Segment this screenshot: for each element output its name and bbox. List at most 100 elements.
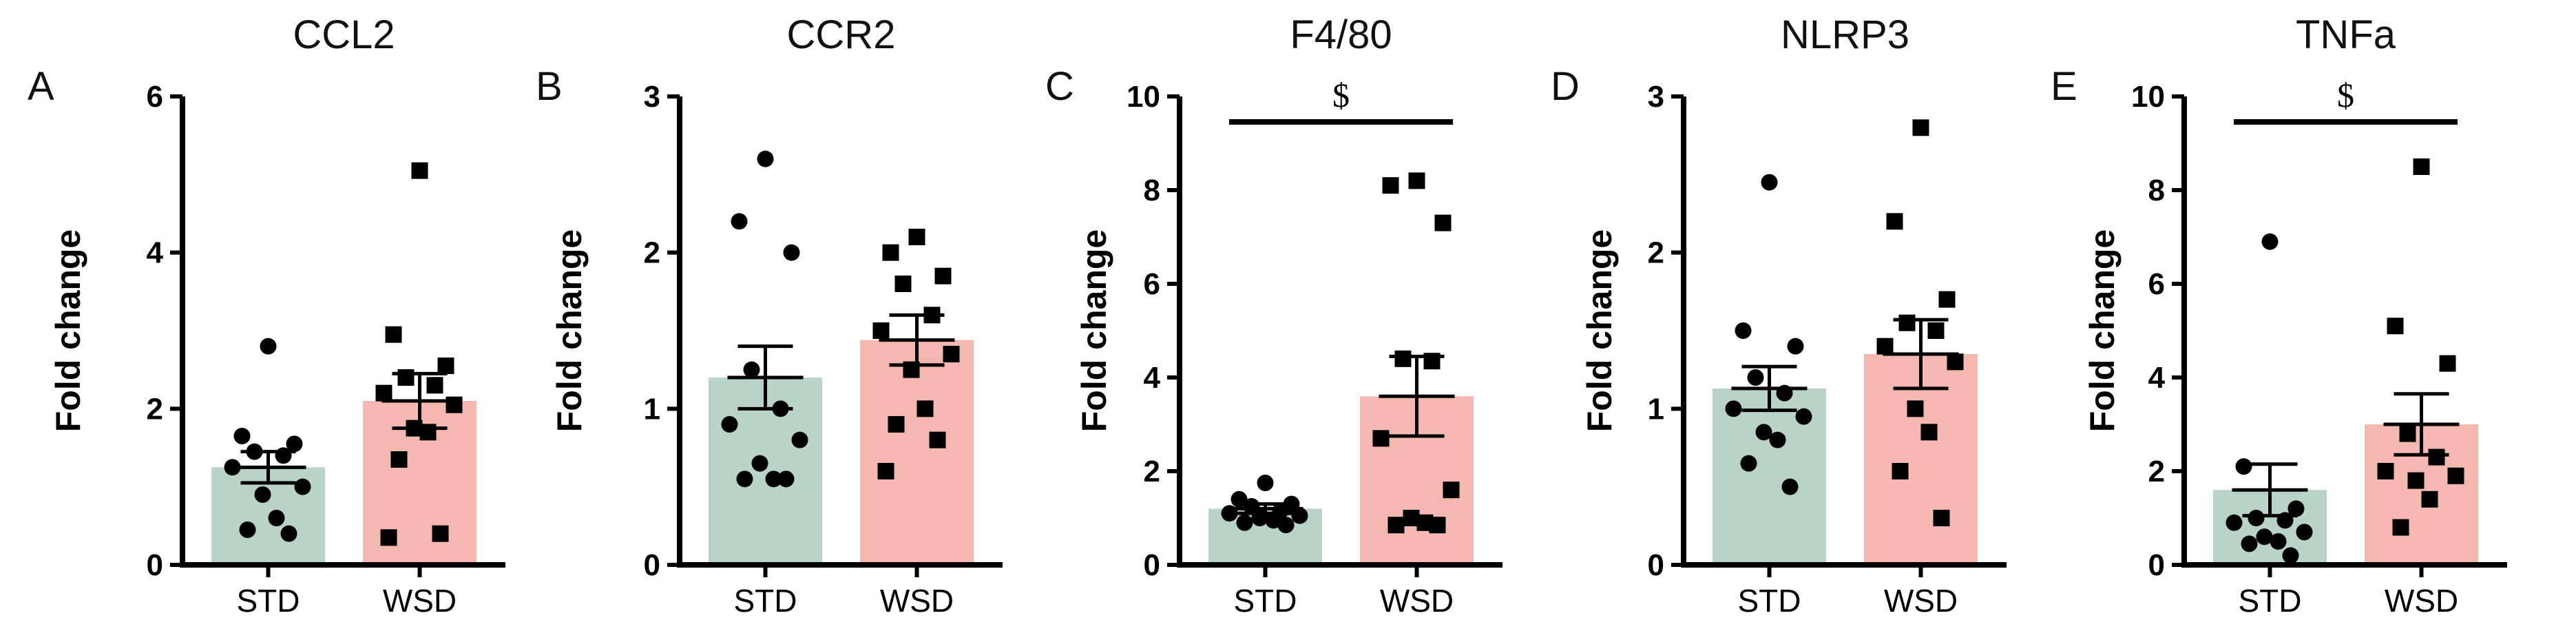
panel-b: B CCR2 Fold change 0 1 2 3 STD WSD	[536, 12, 1003, 619]
chart-title: TNFa	[2296, 12, 2396, 57]
data-point-wsd	[872, 322, 890, 339]
data-point-std	[1781, 478, 1799, 495]
data-point-std	[286, 435, 303, 453]
y-axis-label: Fold change	[2083, 229, 2122, 432]
data-point-wsd	[1912, 119, 1929, 136]
data-point-std	[1735, 322, 1752, 339]
significance-label: $	[2337, 76, 2354, 114]
y-tick-label: 3	[1648, 80, 1664, 114]
data-point-std	[743, 361, 760, 378]
data-point-wsd	[2428, 448, 2445, 466]
data-point-std	[2226, 514, 2243, 531]
y-tick-label: 4	[147, 236, 164, 270]
error-bar-wsd	[879, 313, 955, 367]
significance-label: $	[1332, 76, 1350, 114]
data-point-std	[239, 521, 256, 538]
data-point-wsd	[419, 424, 437, 441]
x-tick-label-wsd: WSD	[2385, 583, 2458, 619]
data-point-std	[2261, 233, 2279, 250]
data-point-std	[1740, 455, 1757, 472]
error-bar-std	[230, 450, 306, 485]
data-point-std	[1277, 517, 1295, 534]
data-point-wsd	[1907, 400, 1924, 417]
data-point-std	[2270, 533, 2287, 550]
x-tick-label-wsd: WSD	[383, 583, 457, 619]
data-point-wsd	[2447, 467, 2464, 484]
data-point-wsd	[380, 529, 397, 546]
data-point-wsd	[2387, 318, 2404, 335]
data-point-std	[280, 525, 297, 542]
data-point-std	[2282, 547, 2299, 564]
error-bar-std	[2232, 462, 2308, 518]
x-tick-label-std: STD	[237, 583, 300, 619]
data-point-std	[1257, 475, 1274, 491]
data-point-wsd	[1443, 482, 1460, 499]
x-tick-label-wsd: WSD	[1380, 583, 1454, 619]
chart-title: F4/80	[1290, 12, 1392, 57]
data-point-wsd	[432, 525, 449, 542]
data-point-std	[751, 455, 768, 472]
data-point-wsd	[375, 384, 392, 402]
data-point-std	[1236, 514, 1253, 531]
panel-e: E TNFa Fold change 0 2 4 6 8 10 STD WSD $	[2051, 12, 2507, 619]
chart-title: CCL2	[293, 12, 395, 57]
y-tick-label: 0	[2148, 548, 2165, 582]
y-tick-label: 6	[2148, 267, 2165, 301]
error-bar-wsd	[1379, 354, 1455, 438]
data-point-wsd	[2407, 472, 2425, 489]
y-tick-label: 2	[2148, 455, 2165, 488]
data-point-wsd	[917, 400, 934, 417]
data-point-std	[2287, 500, 2305, 517]
data-point-wsd	[2421, 490, 2438, 508]
error-bar-std	[727, 344, 804, 411]
data-point-wsd	[1898, 314, 1916, 331]
data-point-wsd	[894, 276, 912, 292]
data-point-wsd	[1933, 510, 1950, 526]
data-point-std	[791, 431, 808, 448]
data-point-wsd	[1429, 517, 1446, 534]
data-point-wsd	[1408, 172, 1425, 189]
data-point-wsd	[934, 267, 952, 285]
panel-letter: E	[2051, 64, 2077, 109]
panel-d: D NLRP3 Fold change 0 1 2 3 STD WSD	[1551, 12, 2007, 619]
data-point-std	[2241, 535, 2258, 552]
significance-bar: $	[1229, 76, 1453, 125]
panel-a: A CCL2 Fold change 0 2 4 6 STD WSD	[28, 12, 505, 619]
chart-title: CCR2	[787, 12, 896, 57]
data-point-std	[1725, 400, 1742, 417]
data-point-wsd	[888, 416, 905, 433]
y-tick-label: 8	[1144, 174, 1160, 207]
panel-letter: D	[1551, 64, 1580, 109]
y-axis-label: Fold change	[1075, 229, 1113, 432]
data-point-std	[731, 213, 748, 230]
panel-letter: C	[1045, 64, 1074, 109]
data-point-std	[1795, 408, 1812, 425]
data-point-std	[777, 470, 795, 488]
data-point-wsd	[882, 244, 899, 261]
data-point-std	[736, 470, 753, 488]
data-point-wsd	[411, 162, 428, 179]
panel-letter: B	[536, 64, 563, 109]
error-bar-std	[1227, 502, 1303, 515]
data-point-wsd	[1876, 338, 1894, 355]
data-point-wsd	[446, 396, 463, 413]
y-tick-label: 10	[1127, 80, 1160, 114]
y-axis-label: Fold change	[1580, 229, 1619, 432]
y-tick-label: 2	[644, 236, 660, 270]
y-tick-label: 6	[147, 80, 163, 114]
x-tick-label-wsd: WSD	[880, 583, 954, 619]
data-point-wsd	[437, 358, 454, 374]
data-point-std	[268, 510, 285, 526]
y-tick-label: 4	[1144, 361, 1161, 395]
data-point-wsd	[2399, 425, 2416, 442]
x-tick-label-wsd: WSD	[1884, 583, 1958, 619]
y-tick-label: 1	[1648, 392, 1664, 426]
data-point-std	[1291, 507, 1308, 524]
data-point-wsd	[1886, 213, 1903, 230]
data-point-wsd	[2392, 519, 2409, 536]
data-point-std	[2256, 528, 2273, 546]
data-point-wsd	[2439, 355, 2456, 372]
y-tick-label: 0	[1144, 548, 1160, 582]
data-point-wsd	[943, 346, 960, 362]
data-point-wsd	[1947, 353, 1964, 371]
